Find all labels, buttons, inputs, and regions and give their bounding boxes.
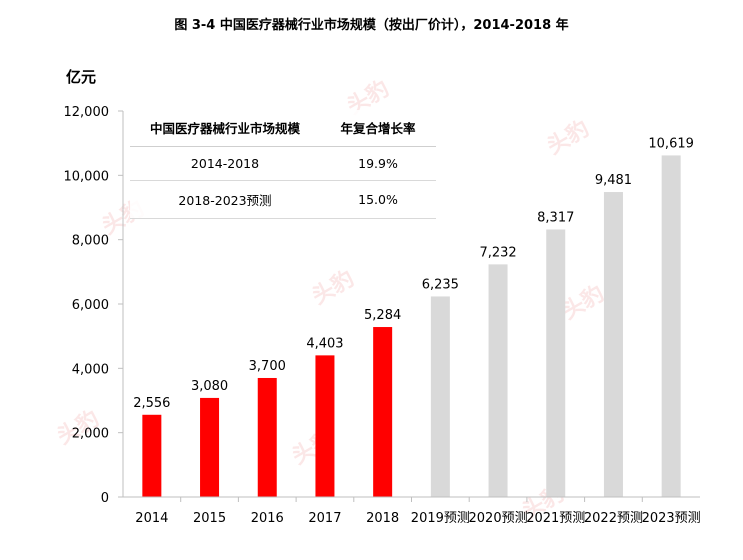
x-tick-label: 2021预测	[526, 511, 585, 526]
bar	[200, 397, 220, 497]
x-tick-label: 2015	[193, 511, 226, 526]
data-label: 6,235	[422, 277, 459, 292]
bar	[603, 192, 623, 497]
y-tick-label: 8,000	[72, 234, 109, 249]
y-axis: 0 2,000 4,000 6,000 8,000 10,000 12,000	[64, 105, 124, 506]
x-tick-label: 2014	[135, 511, 168, 526]
y-axis-unit-label: 亿元	[66, 68, 97, 86]
x-tick-label: 2016	[251, 511, 284, 526]
data-label: 5,284	[364, 308, 401, 323]
bar	[488, 264, 508, 497]
bar	[142, 414, 162, 497]
cagr-period: 2014-2018	[130, 146, 320, 181]
x-tick-label: 2022预测	[584, 511, 643, 526]
data-label: 10,619	[648, 136, 694, 151]
table-row: 2018-2023预测 15.0%	[130, 180, 436, 219]
y-tick-label: 0	[101, 491, 109, 506]
x-tick-label: 2023预测	[642, 511, 701, 526]
cagr-table-header: 中国医疗器械行业市场规模 年复合增长率	[130, 110, 436, 147]
x-tick-label: 2019预测	[411, 511, 470, 526]
cagr-table: 中国医疗器械行业市场规模 年复合增长率 2014-2018 19.9% 2018…	[130, 110, 436, 219]
bar	[315, 355, 335, 497]
bar	[257, 377, 277, 497]
data-label: 4,403	[306, 336, 343, 351]
data-label: 7,232	[479, 245, 516, 260]
data-label: 9,481	[595, 173, 632, 188]
bar	[661, 155, 681, 497]
table-row: 2014-2018 19.9%	[130, 146, 436, 181]
bars: 2,556 3,080 3,700 4,403 5,284 6,235 7,232 8,317…	[133, 136, 694, 497]
y-tick-label: 2,000	[72, 427, 109, 442]
x-tick-label: 2020预测	[469, 511, 528, 526]
data-label: 3,700	[249, 359, 286, 374]
data-label: 3,080	[191, 379, 228, 394]
cagr-value: 19.9%	[320, 146, 436, 181]
data-label: 2,556	[133, 396, 170, 411]
y-tick-label: 10,000	[64, 169, 110, 184]
y-tick-label: 12,000	[64, 105, 110, 120]
cagr-header-market: 中国医疗器械行业市场规模	[130, 110, 320, 147]
bar	[546, 229, 566, 497]
y-tick-label: 6,000	[72, 298, 109, 313]
x-tick-label: 2017	[308, 511, 341, 526]
data-label: 8,317	[537, 210, 574, 225]
cagr-period: 2018-2023预测	[130, 180, 320, 219]
y-tick-label: 4,000	[72, 362, 109, 377]
x-tick-label: 2018	[366, 511, 399, 526]
bar	[430, 296, 450, 497]
chart-title: 图 3-4 中国医疗器械行业市场规模（按出厂价计），2014-2018 年	[174, 18, 569, 33]
cagr-header-rate: 年复合增长率	[320, 110, 436, 147]
x-axis: 2014 2015 2016 2017 2018 2019预测2020预测2021预测20…	[123, 496, 701, 526]
bar	[373, 327, 393, 497]
cagr-value: 15.0%	[320, 180, 436, 219]
